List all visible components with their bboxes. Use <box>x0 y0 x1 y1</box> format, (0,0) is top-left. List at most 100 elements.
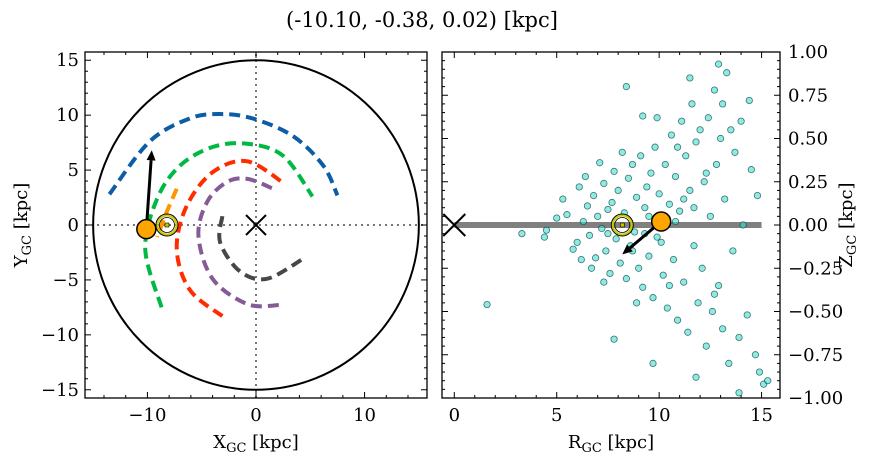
star-point <box>747 166 755 174</box>
star-point <box>637 152 645 160</box>
y-tick-label: 10 <box>56 105 79 126</box>
sun-center <box>164 222 170 228</box>
star-point <box>682 152 690 160</box>
y-tick-label: 0.25 <box>788 172 828 193</box>
star-point <box>673 143 682 151</box>
star-point <box>592 254 600 262</box>
star-point <box>579 217 587 226</box>
galactic-plane-panel: −10 0 10 −15 −10 −5 0 5 10 15 XGC [kpc] YGC [kpc] <box>11 50 428 456</box>
star-point <box>735 389 743 397</box>
star-point <box>563 211 571 219</box>
x-tick-label: 10 <box>648 405 671 426</box>
star-point <box>714 60 723 68</box>
star-point <box>764 377 772 385</box>
star-point <box>743 311 751 319</box>
x-tick-label: 0 <box>449 405 460 426</box>
star-point <box>708 307 717 316</box>
sun-outer <box>155 213 179 237</box>
star-point <box>569 245 577 253</box>
star-marker <box>136 218 157 240</box>
star-point <box>575 183 583 191</box>
star-point <box>680 195 688 203</box>
y-tick-label: −15 <box>41 380 79 401</box>
star-point <box>639 112 647 120</box>
star-point <box>729 247 737 255</box>
y-tick-label: −0.50 <box>788 302 843 323</box>
sun-inner <box>159 217 175 233</box>
star-point <box>663 304 671 312</box>
star-point <box>684 328 692 336</box>
star-point <box>721 195 729 203</box>
galactic-center-marker <box>245 214 267 236</box>
star-point <box>692 373 700 381</box>
star-point <box>600 179 608 188</box>
star-point <box>604 230 612 238</box>
spiral-arm-purple <box>196 176 279 309</box>
star-point <box>676 207 684 215</box>
star-point <box>673 316 682 324</box>
star-point <box>612 235 620 243</box>
star-point <box>649 294 657 302</box>
star-point <box>633 193 641 201</box>
axes-frame <box>84 51 428 399</box>
spiral-arm-blue <box>107 112 340 197</box>
plot-area <box>442 60 772 397</box>
star-point <box>542 226 551 234</box>
star-point <box>610 167 618 175</box>
star-point <box>651 143 659 151</box>
star-point <box>737 117 745 125</box>
x-tick-label: −10 <box>128 405 166 426</box>
star-point <box>719 325 727 333</box>
star-point <box>577 255 585 264</box>
star-point <box>719 100 727 108</box>
star-marker <box>650 211 672 232</box>
star-point <box>690 242 698 250</box>
y-tick-label: −10 <box>41 325 79 346</box>
star-point <box>694 299 702 307</box>
star-point <box>628 160 637 169</box>
y-tick-label: −1.00 <box>788 388 843 409</box>
y-tick-label: 0.00 <box>788 215 828 236</box>
star-point <box>704 114 712 122</box>
star-point <box>641 204 649 212</box>
star-point <box>706 212 714 220</box>
sun-inner <box>614 217 631 233</box>
star-point <box>686 74 694 82</box>
axes-frame <box>441 51 781 399</box>
star-point <box>671 172 680 181</box>
y-tick-label: −5 <box>52 270 79 291</box>
galactic-center-marker <box>442 213 466 237</box>
star-point <box>686 186 694 194</box>
star-point <box>643 183 651 191</box>
star-point <box>680 278 688 286</box>
star-point <box>608 198 616 207</box>
y-tick-label: −0.25 <box>788 258 843 279</box>
x-tick-label: 15 <box>750 405 773 426</box>
sun-icon <box>611 214 633 236</box>
sun-center <box>619 222 625 228</box>
y-tick-label: 0.75 <box>788 85 828 106</box>
star-point <box>653 233 661 241</box>
x-axis-label: XGC [kpc] <box>213 432 298 456</box>
star-point <box>622 83 630 91</box>
star-point <box>583 202 592 210</box>
star-point <box>702 342 710 350</box>
spiral-arm-gray <box>217 215 304 282</box>
star-point <box>665 200 673 208</box>
star-point <box>659 271 667 279</box>
star-point <box>573 238 581 246</box>
star-point <box>639 283 647 291</box>
star-point <box>702 169 710 177</box>
star-point <box>714 281 723 290</box>
velocity-arrow-head <box>146 150 156 161</box>
star-point <box>589 191 598 200</box>
star-point <box>624 174 633 182</box>
y-tick-label: 1.00 <box>788 42 828 63</box>
star-point <box>739 221 747 229</box>
star-point <box>710 86 719 94</box>
star-point <box>700 178 708 186</box>
star-point <box>647 169 655 177</box>
star-point <box>731 148 739 156</box>
star-point <box>610 335 618 343</box>
